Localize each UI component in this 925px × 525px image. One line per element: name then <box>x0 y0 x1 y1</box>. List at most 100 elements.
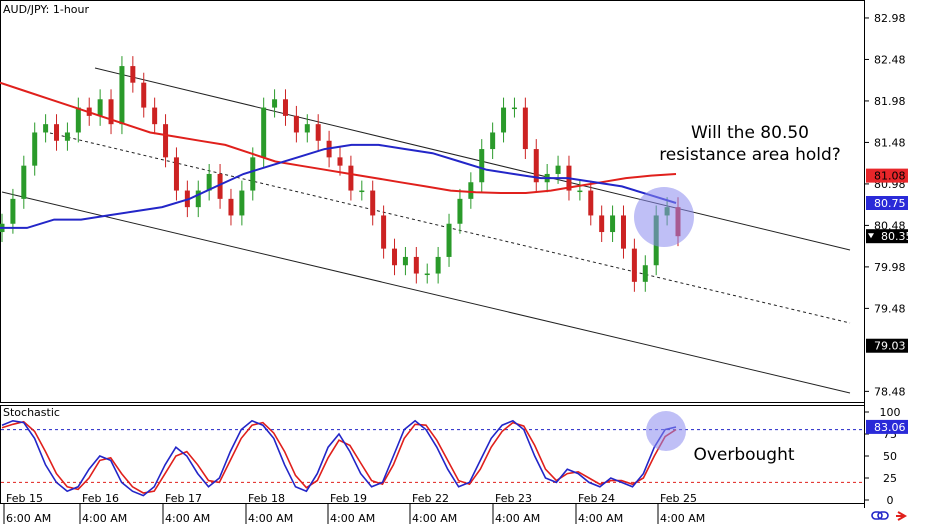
candle-body <box>75 107 81 133</box>
candle-body <box>239 190 245 216</box>
x-time-label: 6:00 AM <box>6 512 51 525</box>
axes: 82.9882.4881.9881.4880.9880.4879.9879.48… <box>3 12 906 525</box>
y-tick-label: 79.48 <box>874 302 906 315</box>
stoch-y-tick-label: 100 <box>880 406 901 419</box>
candle-body <box>381 215 387 249</box>
channel-upper-line <box>94 67 851 251</box>
stoch-value-label: 83.06 <box>874 421 906 434</box>
candle-body <box>272 99 278 108</box>
candle-body <box>577 190 583 193</box>
y-tick-label: 79.98 <box>874 261 906 274</box>
link-icon[interactable] <box>871 511 889 520</box>
x-time-label: 4:00 AM <box>495 512 540 525</box>
candle-body <box>141 82 147 108</box>
candle-body <box>250 157 256 191</box>
candle-body <box>130 66 136 83</box>
annotation-line-2: resistance area hold? <box>659 145 841 165</box>
price-tag <box>866 196 908 210</box>
candle-body <box>217 173 223 199</box>
x-time-label: 4:00 AM <box>82 512 127 525</box>
candle-body <box>163 124 169 158</box>
candle-body <box>21 165 27 199</box>
candle-body <box>402 256 408 266</box>
x-time-label: 4:00 AM <box>330 512 375 525</box>
stoch-y-tick-label: 0 <box>887 494 894 507</box>
price-tag <box>866 229 908 244</box>
stochastic-panel <box>1 419 677 497</box>
candle-body <box>173 157 179 191</box>
candle-body <box>588 190 594 216</box>
stochastic-title: Stochastic <box>3 406 60 419</box>
chart-title: AUD/JPY: 1-hour <box>3 3 89 16</box>
stoch-y-tick-label: 50 <box>883 450 897 463</box>
candle-body <box>206 173 212 191</box>
x-date-label: Feb 19 <box>330 492 367 505</box>
overbought-annotation: Overbought <box>693 445 794 465</box>
y-tick-label: 81.98 <box>874 95 906 108</box>
y-tick-label: 82.98 <box>874 12 906 25</box>
price-tag-label: 81.08 <box>874 170 906 183</box>
price-highlight-circle <box>634 187 694 247</box>
x-time-label: 4:00 AM <box>660 512 705 525</box>
price-tag-label: 80.35 <box>881 230 913 243</box>
sma-200-line <box>0 81 677 194</box>
candle-body <box>119 66 125 125</box>
candle-body <box>413 256 419 274</box>
candle-body <box>195 190 201 208</box>
candle-body <box>457 198 463 224</box>
price-tag <box>866 168 908 183</box>
y-tick-label: 81.48 <box>874 136 906 149</box>
candle-body <box>446 223 452 257</box>
candle-body <box>479 149 485 183</box>
candle-body <box>555 165 561 174</box>
arrow-icon[interactable] <box>896 511 908 521</box>
x-time-label: 4:00 AM <box>412 512 457 525</box>
candle-body <box>468 182 474 199</box>
candle-body <box>642 265 648 282</box>
candle-body <box>348 165 354 191</box>
x-date-label: Feb 16 <box>82 492 119 505</box>
candle-body <box>64 132 70 141</box>
x-date-label: Feb 25 <box>660 492 697 505</box>
x-time-label: 4:00 AM <box>165 512 210 525</box>
candle-body <box>610 215 616 233</box>
trend-channel <box>1 67 851 394</box>
candle-body <box>10 198 16 224</box>
candle-body <box>631 248 637 282</box>
chart-frame <box>0 0 865 508</box>
candle-body <box>152 107 158 125</box>
candle-body <box>43 124 49 133</box>
price-tag-label: 79.03 <box>874 340 906 353</box>
candle-body <box>359 190 365 193</box>
y-tick-label: 80.48 <box>874 219 906 232</box>
candle-body <box>293 115 299 133</box>
stoch-y-tick-label: 25 <box>883 472 897 485</box>
candle-body <box>261 107 267 158</box>
x-time-label: 4:00 AM <box>248 512 293 525</box>
candle-body <box>304 124 310 133</box>
candle-body <box>620 215 626 249</box>
candle-body <box>392 248 398 266</box>
candle-body <box>228 198 234 216</box>
candle-body <box>32 132 38 166</box>
candle-body <box>501 107 507 133</box>
stoch-k-line <box>1 419 677 497</box>
candle-body <box>424 273 430 276</box>
candle-body <box>533 149 539 183</box>
candle-body <box>282 99 288 116</box>
x-date-label: Feb 24 <box>578 492 615 505</box>
candle-body <box>370 190 376 216</box>
channel-lower-line <box>1 191 851 394</box>
price-tag-label: 80.75 <box>874 197 906 210</box>
moving-averages <box>0 81 677 229</box>
x-date-label: Feb 17 <box>165 492 202 505</box>
y-tick-label: 78.48 <box>874 385 906 398</box>
price-tag <box>866 338 908 353</box>
x-date-label: Feb 23 <box>495 492 532 505</box>
x-date-label: Feb 15 <box>6 492 43 505</box>
sma-100-line <box>0 143 677 229</box>
x-date-label: Feb 22 <box>412 492 449 505</box>
y-tick-label: 82.48 <box>874 53 906 66</box>
channel-mid-line <box>49 132 851 324</box>
